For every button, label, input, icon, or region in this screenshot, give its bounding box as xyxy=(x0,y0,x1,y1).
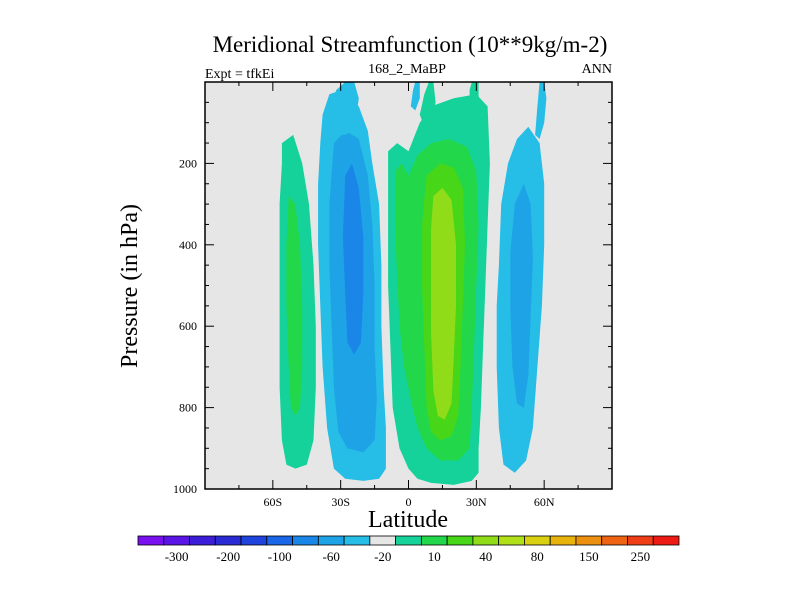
y-tick-label: 1000 xyxy=(173,482,197,496)
colorbar-box xyxy=(549,535,577,546)
colorbar-label: 10 xyxy=(428,549,441,564)
contour-eq-positive-core xyxy=(431,187,456,420)
colorbar-box xyxy=(189,535,216,546)
contour-nh-negative-mid xyxy=(510,183,533,408)
colorbar-box xyxy=(317,535,345,546)
colorbar-box xyxy=(601,535,628,546)
contour-top-blue-strip-nh xyxy=(535,82,547,139)
y-tick-label: 200 xyxy=(179,156,197,170)
contour-top-blue-strip-sh xyxy=(331,82,359,135)
colorbar-box xyxy=(369,535,397,546)
left-subtitle: Expt = tfkEi xyxy=(205,67,274,82)
right-subtitle: ANN xyxy=(582,62,612,77)
colorbar-box xyxy=(163,535,190,546)
colorbar-box xyxy=(575,535,603,546)
colorbar-box xyxy=(627,535,654,546)
x-tick-label: 30N xyxy=(466,495,487,509)
plot-area: 60S 30S 0 30N 60N 200 400 600 800 1000 xyxy=(173,81,613,509)
colorbar-box xyxy=(472,535,500,546)
y-tick-label: 800 xyxy=(179,401,197,415)
colorbar-box xyxy=(395,535,422,546)
colorbar-label: -100 xyxy=(268,549,292,564)
colorbar-box xyxy=(446,535,474,546)
colorbar: -300 -200 -100 -60 -20 10 40 80 150 250 xyxy=(137,535,680,564)
colorbar-box xyxy=(292,535,319,546)
x-tick-label: 60S xyxy=(263,495,282,509)
y-tick-label: 600 xyxy=(179,319,197,333)
contour-top-green-strip-eq xyxy=(419,82,436,127)
tick-layer: 60S 30S 0 30N 60N 200 400 600 800 1000 xyxy=(173,82,612,509)
contour-sh-negative-core xyxy=(342,163,364,355)
contour-top-blue-strip-eq xyxy=(410,82,420,111)
colorbar-box xyxy=(420,535,448,546)
center-subtitle: 168_2_MaBP xyxy=(368,62,446,77)
colorbar-label: -300 xyxy=(165,549,189,564)
colorbar-box xyxy=(524,535,551,546)
colorbar-label: -20 xyxy=(374,549,391,564)
x-tick-label: 60N xyxy=(534,495,555,509)
colorbar-box xyxy=(498,535,525,546)
colorbar-box xyxy=(240,535,268,546)
colorbar-label: 150 xyxy=(579,549,599,564)
colorbar-box xyxy=(137,535,165,546)
chart-title: Meridional Streamfunction (10**9kg/m-2) xyxy=(213,32,608,57)
colorbar-box xyxy=(652,535,680,546)
colorbar-box xyxy=(266,535,293,546)
x-axis-label: Latitude xyxy=(368,507,448,533)
colorbar-label: -200 xyxy=(216,549,240,564)
colorbar-label: 250 xyxy=(631,549,651,564)
colorbar-box xyxy=(214,535,242,546)
contour-sh-positive-core xyxy=(286,196,303,416)
y-tick-label: 400 xyxy=(179,238,197,252)
colorbar-label: -60 xyxy=(323,549,340,564)
colorbar-box xyxy=(343,535,371,546)
contour-layer xyxy=(279,82,547,485)
colorbar-label: 80 xyxy=(531,549,544,564)
colorbar-label: 40 xyxy=(479,549,492,564)
x-tick-label: 30S xyxy=(331,495,350,509)
x-tick-label: 0 xyxy=(406,495,412,509)
y-axis-label: Pressure (in hPa) xyxy=(117,204,143,368)
